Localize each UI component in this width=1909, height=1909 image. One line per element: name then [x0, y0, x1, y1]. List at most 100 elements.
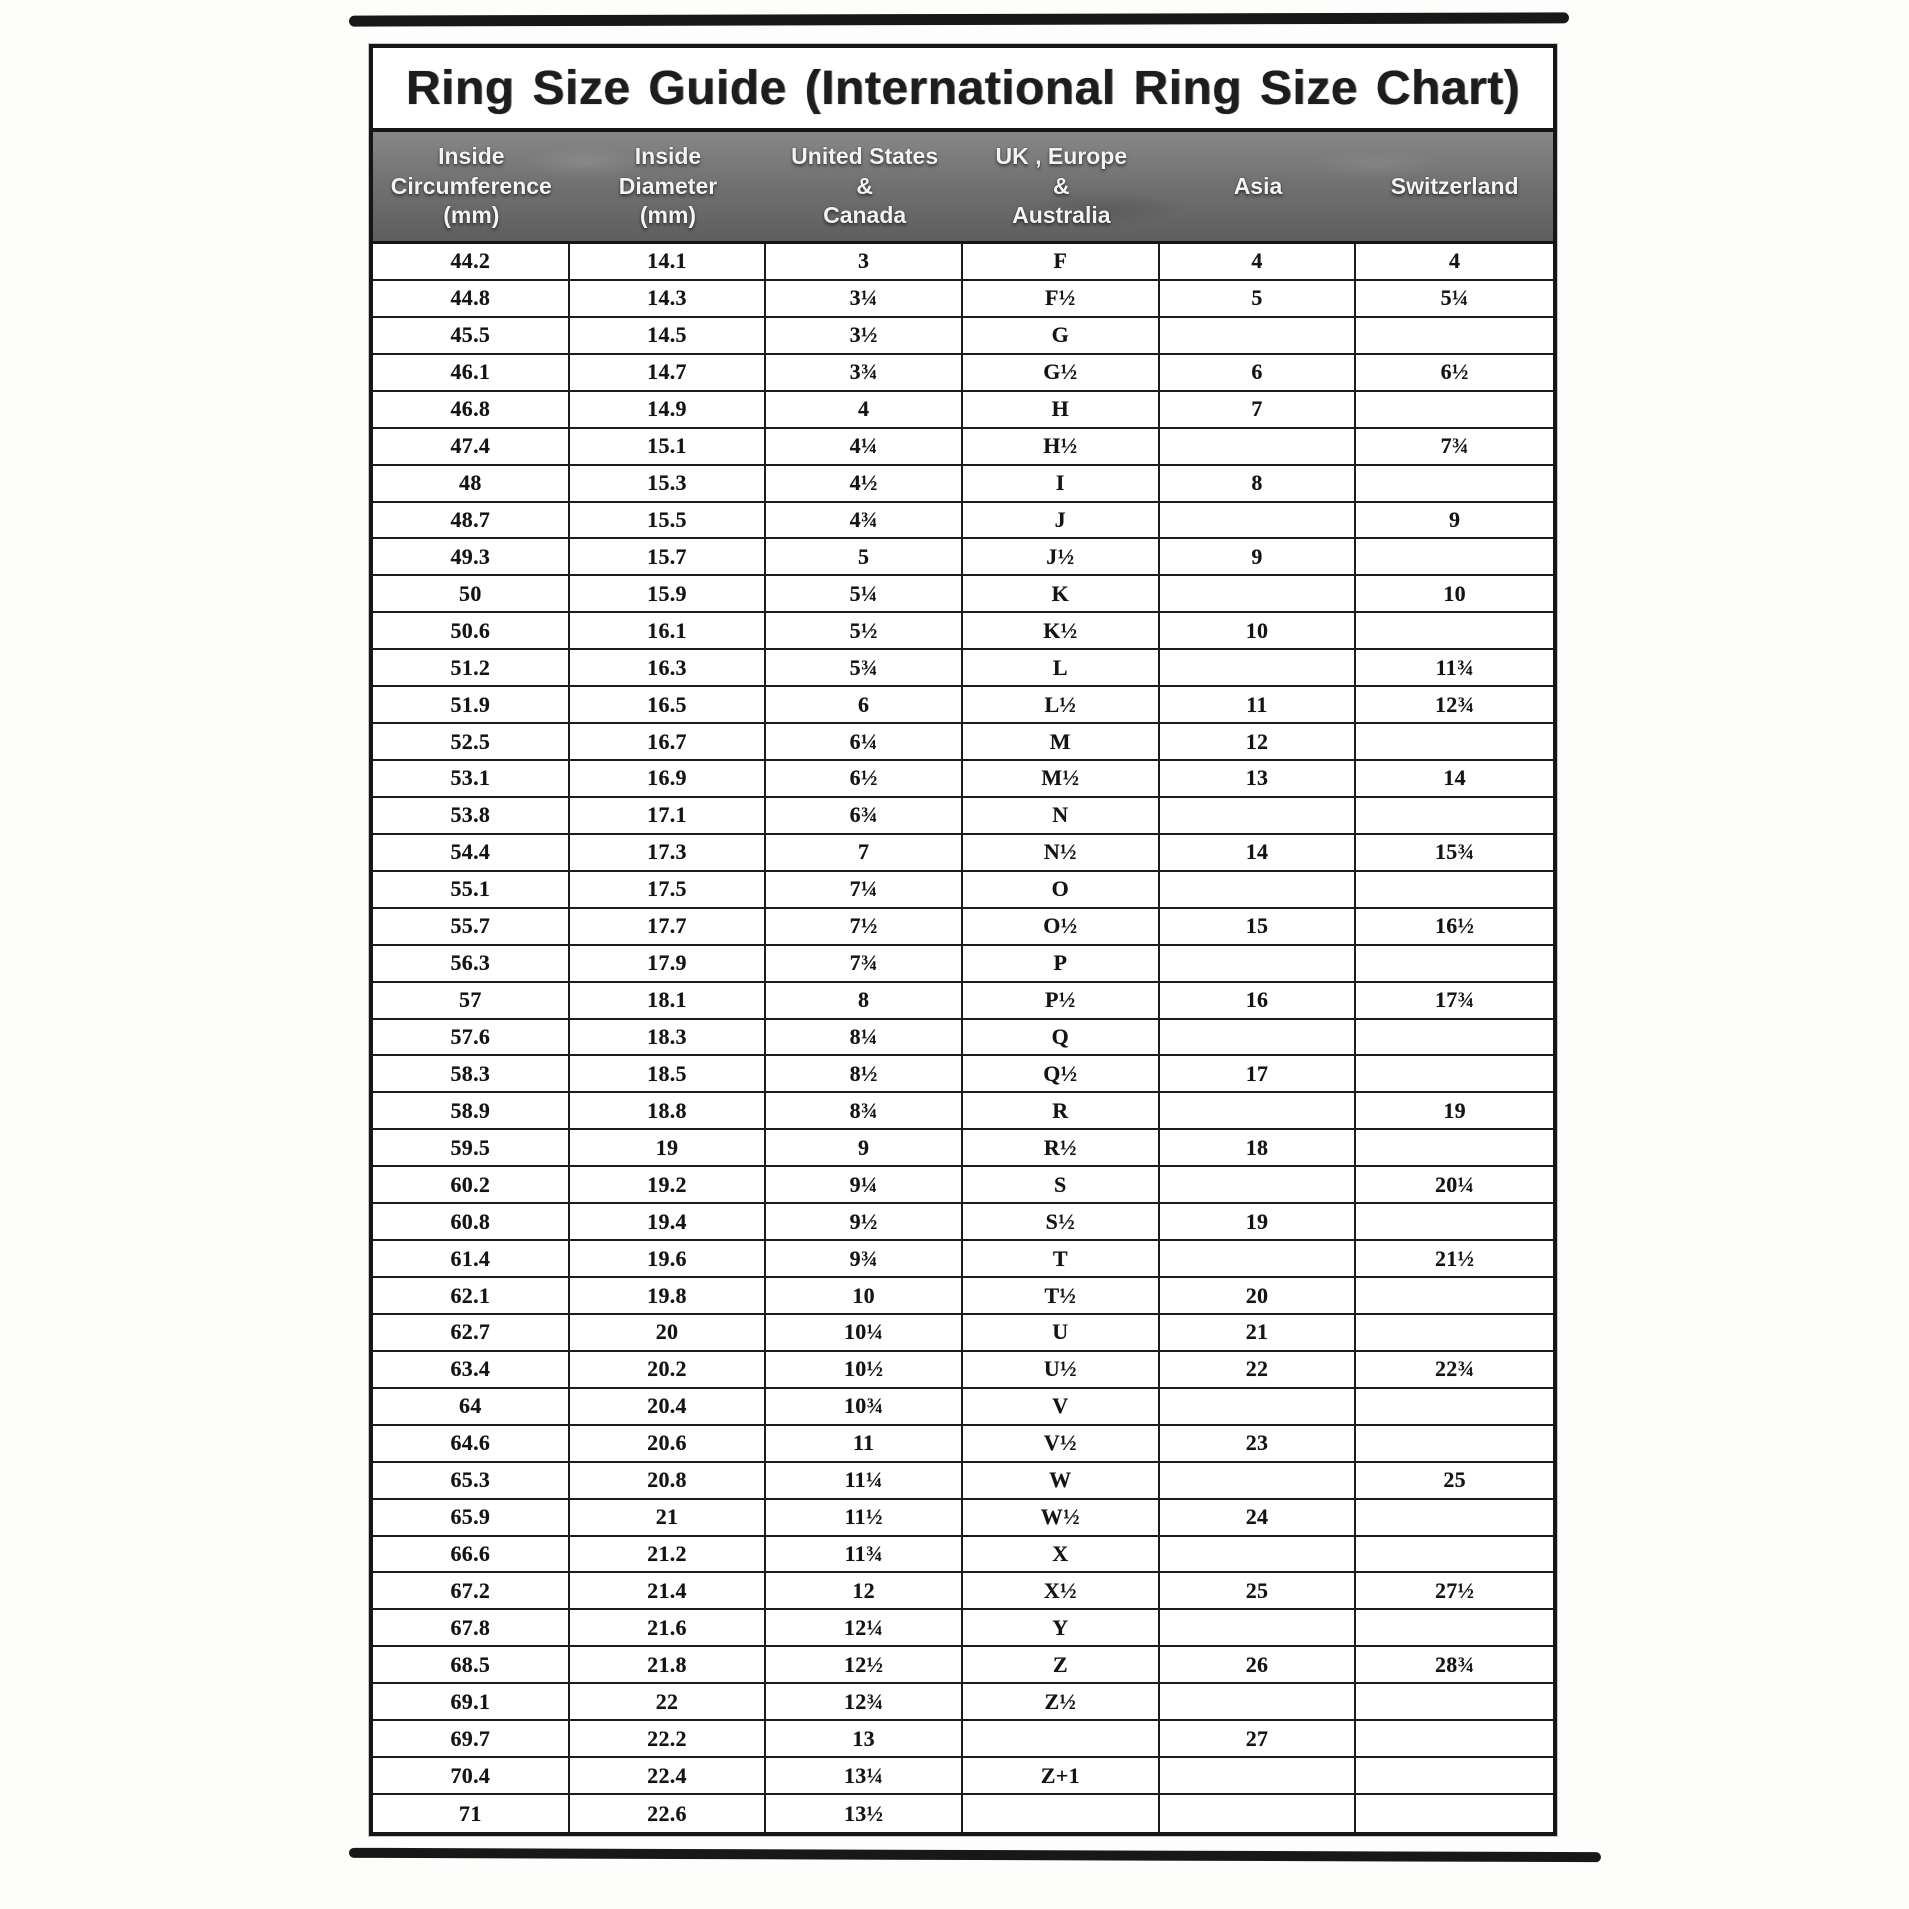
table-cell: 21.6 — [570, 1610, 767, 1646]
table-cell — [1160, 576, 1357, 612]
table-cell: 49.3 — [373, 539, 570, 575]
table-cell: 71 — [373, 1795, 570, 1832]
table-cell: 11¼ — [766, 1462, 963, 1498]
table-cell: 3¾ — [766, 354, 963, 390]
table-cell: H½ — [963, 428, 1160, 464]
table-cell: 53.8 — [373, 797, 570, 833]
table-cell: X½ — [963, 1573, 1160, 1609]
table-cell: 58.9 — [373, 1093, 570, 1129]
table-cell: 12¼ — [766, 1610, 963, 1646]
table-cell: 9½ — [766, 1204, 963, 1240]
table-cell: Q½ — [963, 1056, 1160, 1092]
table-cell: 48 — [373, 465, 570, 501]
table-cell: 15 — [1160, 908, 1357, 944]
table-cell — [1356, 1795, 1553, 1832]
table-cell — [1356, 318, 1553, 353]
table-cell — [1160, 1536, 1357, 1572]
table-cell — [1356, 466, 1553, 501]
table-cell: G½ — [963, 354, 1160, 390]
table-cell: W — [963, 1462, 1160, 1498]
table-cell: 18.3 — [570, 1019, 767, 1055]
table-cell: 20.6 — [570, 1425, 767, 1461]
table-row: 68.5 21.8 12½ Z 26 28¾ — [373, 1647, 1553, 1685]
table-cell: 8¾ — [766, 1093, 963, 1129]
table-cell: 64.6 — [373, 1425, 570, 1461]
table-cell: 12 — [1160, 724, 1357, 760]
table-cell: O — [963, 871, 1160, 907]
table-cell: 16.3 — [570, 650, 767, 686]
table-cell: 9 — [1160, 539, 1357, 575]
table-cell: 50 — [373, 576, 570, 612]
table-cell: 8½ — [766, 1056, 963, 1092]
table-cell: 21.8 — [570, 1647, 767, 1683]
table-cell: 62.1 — [373, 1278, 570, 1313]
table-cell: 16.1 — [570, 613, 767, 649]
table-cell: 24 — [1160, 1499, 1357, 1535]
table-cell: 60.8 — [373, 1204, 570, 1240]
table-cell — [1160, 1093, 1357, 1129]
table-cell — [1160, 871, 1357, 907]
table-cell: 14 — [1443, 765, 1466, 791]
table-cell: M — [963, 724, 1160, 760]
table-cell: 64 — [373, 1388, 570, 1424]
table-cell: 7 — [1160, 391, 1357, 427]
table-cell: 6½ — [766, 761, 963, 796]
table-title: Ring Size Guide (International Ring Size… — [373, 48, 1553, 132]
table-cell — [1356, 1278, 1553, 1313]
table-cell: 8¼ — [766, 1019, 963, 1055]
table-cell: 17.3 — [570, 834, 767, 870]
header-row: Inside Circumference (mm) Inside Diameter (mm… — [373, 132, 1553, 244]
header-cell-uk-europe-australia: UK , Europe & Australia — [995, 143, 1128, 229]
table-row: 59.5 19 9 R½ 18 — [373, 1130, 1553, 1168]
table-row: 55.7 17.7 7½ O½ 15 16½ — [373, 908, 1553, 946]
table-row: 62.7 20 10¼ U 21 — [373, 1314, 1553, 1352]
table-cell: 14.3 — [570, 280, 767, 316]
table-cell: 20.8 — [570, 1462, 767, 1498]
table-cell: V — [963, 1388, 1160, 1424]
table-cell — [1160, 1167, 1357, 1203]
table-row: 46.1 14.7 3¾ G½ 6 6½ — [373, 354, 1553, 392]
table-cell: 12¾ — [766, 1684, 963, 1720]
table-cell — [1160, 428, 1357, 464]
table-cell — [1160, 1019, 1357, 1055]
table-row: 62.1 19.8 10 T½ 20 — [373, 1278, 1553, 1315]
table-cell: R — [963, 1093, 1160, 1129]
table-cell: F½ — [963, 280, 1160, 316]
table-cell: 25 — [1160, 1573, 1357, 1609]
table-cell — [1160, 1610, 1357, 1646]
table-cell: 17 — [1160, 1056, 1357, 1092]
table-cell: 20.2 — [570, 1351, 767, 1387]
table-cell: 17.1 — [570, 797, 767, 833]
table-cell: 9¾ — [766, 1241, 963, 1277]
table-cell: 15.1 — [570, 428, 767, 464]
table-cell — [1160, 1795, 1357, 1832]
table-cell: 56.3 — [373, 945, 570, 981]
table-row: 56.3 17.9 7¾ P — [373, 945, 1553, 983]
header-cell-inside-diameter-mm: Inside Diameter (mm) — [618, 143, 718, 229]
table-row: 49.3 15.7 5 J½ 9 — [373, 539, 1553, 577]
table-cell: 51.2 — [373, 650, 570, 686]
table-cell: 3 — [766, 244, 963, 279]
table-row: 50 15.9 5¼ K 10 — [373, 576, 1553, 614]
table-cell: 16½ — [1434, 913, 1475, 939]
table-cell: T — [963, 1241, 1160, 1277]
table-cell: 5 — [1160, 280, 1357, 316]
ring-size-table: Ring Size Guide (International Ring Size… — [369, 44, 1557, 1836]
table-cell: K — [963, 576, 1160, 612]
table-row: 65.3 20.8 11¼ W 25 — [373, 1462, 1553, 1500]
table-cell: 44.8 — [373, 280, 570, 316]
table-cell: 25 — [1443, 1467, 1466, 1493]
table-row: 64 20.4 10¾ V — [373, 1388, 1553, 1426]
table-cell: 50.6 — [373, 613, 570, 649]
table-cell: 11½ — [766, 1499, 963, 1535]
table-cell: 45.5 — [373, 317, 570, 353]
table-cell: 14 — [1160, 834, 1357, 870]
table-cell: 10 — [1443, 580, 1466, 606]
table-cell: 11¾ — [766, 1536, 963, 1572]
table-row: 47.4 15.1 4¼ H½ 7¾ — [373, 428, 1553, 466]
table-cell: 8 — [766, 982, 963, 1018]
header-cell-united-states-canada: United States & Canada — [791, 143, 939, 229]
table-cell — [1356, 1204, 1553, 1239]
table-cell: 70.4 — [373, 1758, 570, 1794]
table-cell: Q — [963, 1019, 1160, 1055]
